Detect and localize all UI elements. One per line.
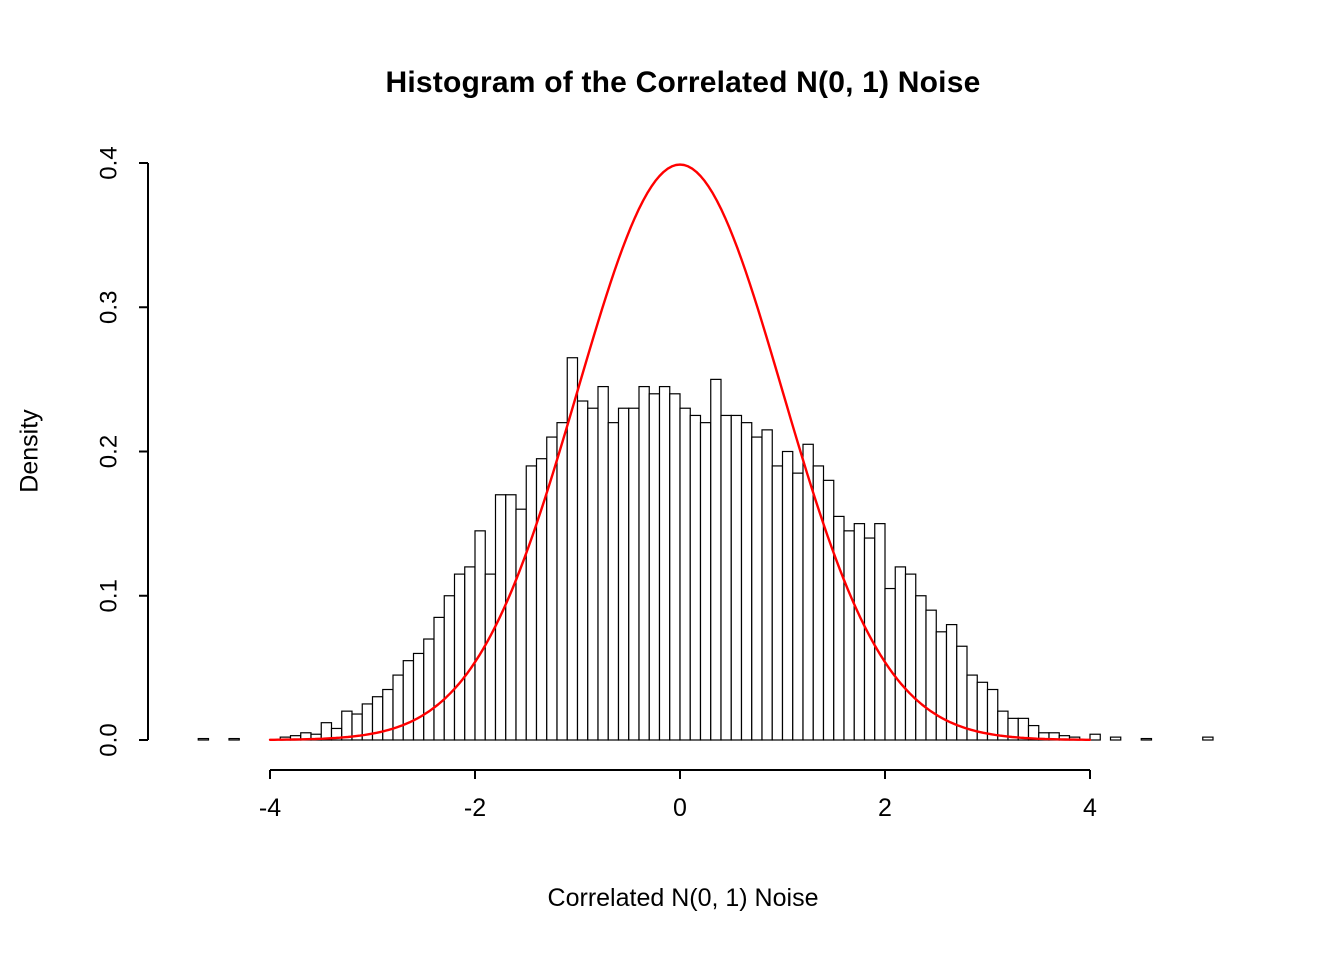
histogram-bar bbox=[699, 422, 712, 741]
x-tick-label: 0 bbox=[673, 794, 687, 822]
histogram-bar bbox=[986, 688, 999, 741]
chart-title: Histogram of the Correlated N(0, 1) Nois… bbox=[385, 66, 981, 99]
histogram-bar bbox=[833, 515, 845, 741]
x-axis-label: Correlated N(0, 1) Noise bbox=[547, 884, 819, 912]
histogram-bar bbox=[474, 530, 486, 741]
histogram-bar bbox=[453, 573, 466, 741]
histogram-bar bbox=[392, 674, 404, 741]
histogram-bar bbox=[484, 573, 497, 741]
x-tick-label: -4 bbox=[259, 794, 281, 822]
histogram-bar bbox=[617, 407, 630, 741]
histogram-bar bbox=[566, 357, 579, 741]
histogram-bar bbox=[382, 688, 394, 741]
histogram-bar bbox=[423, 638, 435, 741]
histogram-bar bbox=[597, 385, 609, 741]
histogram-bar bbox=[935, 631, 948, 741]
histogram-bar bbox=[853, 523, 866, 741]
histogram-bar bbox=[689, 414, 702, 741]
histogram-bar bbox=[792, 472, 804, 741]
histogram-bar bbox=[556, 422, 568, 741]
x-tick-label: 4 bbox=[1083, 794, 1097, 822]
histogram-bar bbox=[1089, 733, 1101, 741]
histogram-bar bbox=[658, 385, 671, 741]
y-tick-label: 0.3 bbox=[95, 291, 122, 324]
histogram-bar bbox=[1109, 736, 1122, 741]
histogram-bar bbox=[515, 508, 527, 741]
histogram-bar bbox=[197, 737, 210, 741]
histogram-bar bbox=[915, 595, 927, 741]
histogram-bar bbox=[781, 450, 794, 741]
histogram-bar bbox=[648, 393, 661, 741]
histogram-bar bbox=[505, 494, 517, 741]
histogram-bar bbox=[228, 737, 240, 741]
histogram-bar bbox=[863, 537, 876, 741]
histogram-bar bbox=[740, 422, 753, 741]
histogram-bar bbox=[576, 400, 589, 741]
histogram-bar bbox=[587, 407, 599, 741]
x-tick-label: -2 bbox=[464, 794, 486, 822]
histogram-bar bbox=[771, 465, 784, 741]
histogram-bar bbox=[525, 465, 538, 741]
histogram-bar bbox=[607, 422, 620, 741]
y-tick-label: 0.4 bbox=[95, 146, 122, 179]
histogram-bar bbox=[402, 660, 415, 741]
histogram-bar bbox=[1202, 736, 1214, 741]
histogram-bar bbox=[710, 378, 722, 741]
histogram-bar bbox=[822, 479, 835, 741]
histogram-bar bbox=[761, 429, 773, 741]
histogram-bar bbox=[546, 436, 558, 741]
x-tick-label: 2 bbox=[878, 794, 892, 822]
histogram-bar bbox=[874, 523, 886, 741]
histogram-bar bbox=[894, 566, 907, 741]
histogram-bar bbox=[628, 407, 640, 741]
histogram-bar bbox=[720, 414, 732, 741]
histogram-bar bbox=[433, 616, 445, 741]
histogram-bar bbox=[925, 609, 937, 741]
histogram-bar bbox=[669, 393, 681, 741]
y-axis-label: Density bbox=[15, 409, 44, 493]
histogram-bar bbox=[638, 385, 650, 741]
histogram-bar bbox=[1140, 737, 1153, 741]
histogram-bar bbox=[412, 652, 425, 741]
histogram-bar bbox=[464, 566, 476, 741]
histogram-bar bbox=[843, 530, 855, 741]
y-tick-label: 0.1 bbox=[95, 579, 122, 612]
normal-density-curve bbox=[268, 163, 1092, 741]
y-tick-label: 0.0 bbox=[95, 723, 122, 756]
histogram-bar bbox=[443, 595, 456, 741]
histogram-bar bbox=[904, 573, 917, 741]
histogram-bar bbox=[730, 414, 743, 741]
histogram-bar bbox=[679, 407, 691, 741]
y-tick-label: 0.2 bbox=[95, 435, 122, 468]
histogram-bar bbox=[751, 436, 763, 741]
